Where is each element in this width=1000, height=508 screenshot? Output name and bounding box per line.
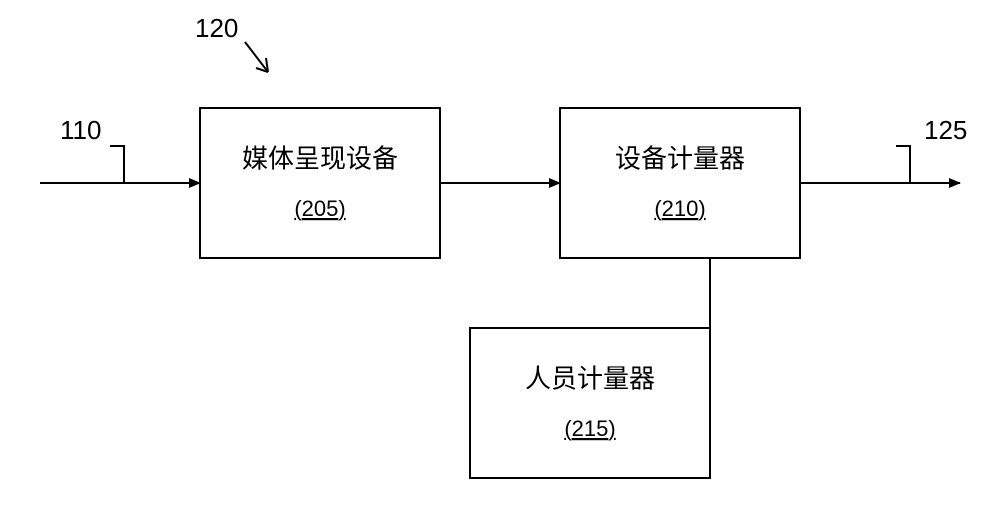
callout-label: 110 [60, 115, 101, 145]
node-box [200, 108, 440, 258]
node-title: 媒体呈现设备 [242, 143, 398, 173]
callout-125: 125 [896, 115, 967, 183]
node-title: 人员计量器 [525, 363, 655, 393]
node-box [470, 328, 710, 478]
callout-120: 120 [195, 13, 268, 72]
callout-tick [110, 146, 124, 183]
diagram-canvas: 媒体呈现设备 (205) 设备计量器 (210) 人员计量器 (215) 120… [0, 0, 1000, 508]
callout-tick [896, 146, 910, 183]
node-ref: (210) [654, 196, 705, 221]
node-media-presentation-device: 媒体呈现设备 (205) [200, 108, 440, 258]
node-title: 设备计量器 [615, 143, 745, 173]
callout-label: 125 [924, 115, 967, 145]
callout-label: 120 [195, 13, 238, 43]
node-box [560, 108, 800, 258]
callout-110: 110 [60, 115, 124, 183]
node-ref: (215) [564, 416, 615, 441]
node-people-meter: 人员计量器 (215) [470, 328, 710, 478]
node-device-meter: 设备计量器 (210) [560, 108, 800, 258]
node-ref: (205) [294, 196, 345, 221]
